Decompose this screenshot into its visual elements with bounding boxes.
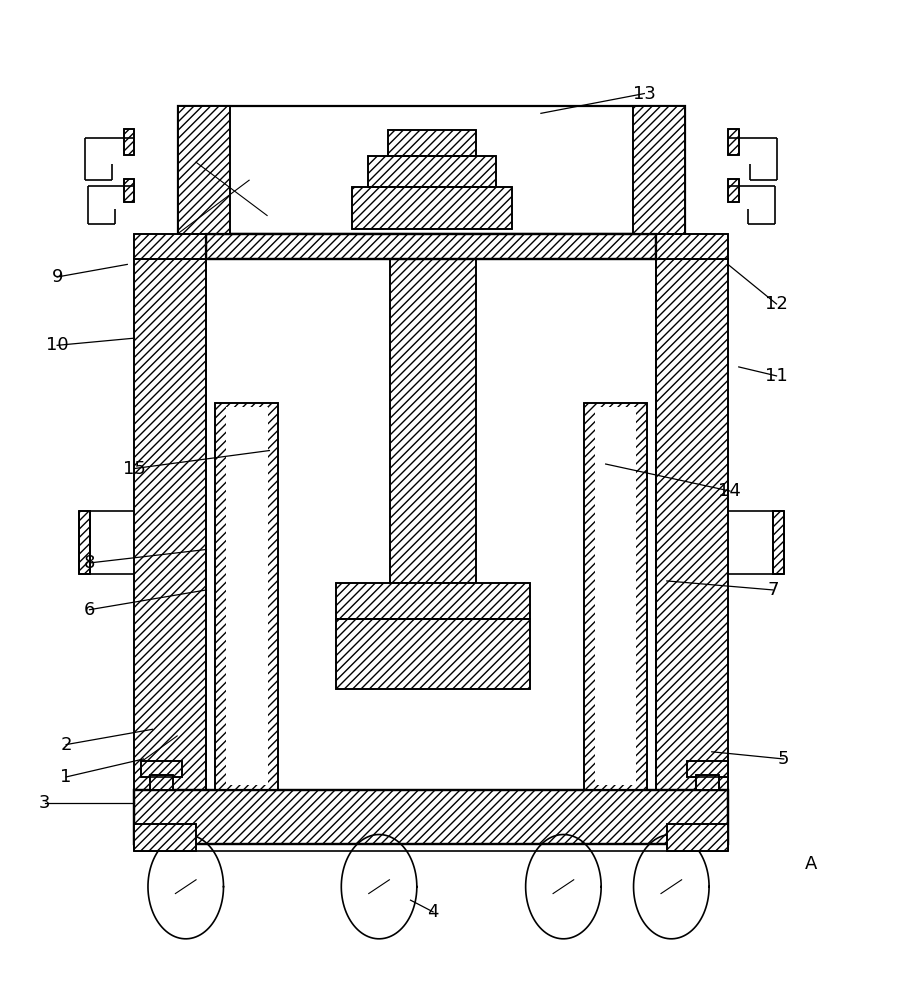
- Bar: [134, 790, 728, 844]
- Bar: [134, 790, 728, 844]
- Bar: [388, 130, 476, 156]
- Bar: [667, 824, 728, 851]
- Bar: [134, 824, 196, 851]
- Text: 5: 5: [778, 750, 789, 768]
- Bar: [216, 403, 279, 790]
- Bar: [656, 259, 728, 790]
- Text: 3: 3: [39, 794, 51, 812]
- Bar: [352, 187, 512, 229]
- Bar: [216, 403, 279, 790]
- Bar: [656, 234, 728, 259]
- Bar: [78, 511, 89, 574]
- Text: 10: 10: [46, 336, 69, 354]
- Text: 7: 7: [768, 581, 778, 599]
- Text: 6: 6: [84, 601, 96, 619]
- Bar: [336, 619, 530, 689]
- Bar: [124, 129, 134, 155]
- Bar: [728, 129, 739, 155]
- Bar: [388, 130, 476, 156]
- Bar: [226, 407, 268, 785]
- Bar: [178, 106, 685, 234]
- Bar: [150, 775, 173, 790]
- Bar: [178, 106, 230, 234]
- Bar: [656, 234, 728, 259]
- Bar: [134, 824, 196, 851]
- Text: A: A: [805, 855, 817, 873]
- Text: 15: 15: [123, 460, 146, 478]
- Bar: [141, 761, 182, 777]
- Bar: [728, 179, 739, 202]
- Text: 8: 8: [84, 554, 96, 572]
- Bar: [78, 511, 89, 574]
- Bar: [632, 106, 685, 234]
- Bar: [686, 761, 728, 777]
- Bar: [141, 761, 182, 777]
- Bar: [667, 824, 728, 851]
- Bar: [134, 259, 207, 790]
- Text: 9: 9: [51, 268, 63, 286]
- Bar: [390, 259, 476, 583]
- Text: 1: 1: [60, 768, 72, 786]
- Bar: [773, 511, 784, 574]
- Bar: [368, 156, 496, 187]
- Bar: [134, 259, 207, 790]
- Bar: [686, 761, 728, 777]
- Bar: [336, 583, 530, 619]
- Bar: [584, 403, 647, 790]
- Bar: [124, 129, 134, 155]
- Bar: [124, 179, 134, 202]
- Text: 11: 11: [765, 367, 787, 385]
- Bar: [595, 407, 636, 785]
- Bar: [695, 775, 719, 790]
- Bar: [695, 775, 719, 790]
- Text: 12: 12: [765, 295, 788, 313]
- Bar: [207, 234, 656, 259]
- Text: 4: 4: [428, 903, 438, 921]
- Bar: [134, 234, 207, 259]
- Bar: [728, 179, 739, 202]
- Bar: [124, 179, 134, 202]
- Bar: [150, 775, 173, 790]
- Bar: [584, 403, 647, 790]
- Bar: [632, 106, 685, 234]
- Text: 14: 14: [718, 482, 741, 500]
- Bar: [134, 234, 207, 259]
- Bar: [207, 234, 656, 259]
- Bar: [352, 187, 512, 229]
- Bar: [336, 619, 530, 689]
- Text: 2: 2: [60, 736, 72, 754]
- Bar: [368, 156, 496, 187]
- Bar: [336, 583, 530, 619]
- Bar: [728, 129, 739, 155]
- Bar: [656, 259, 728, 790]
- Bar: [773, 511, 784, 574]
- Bar: [178, 106, 230, 234]
- Text: 13: 13: [633, 85, 656, 103]
- Bar: [390, 259, 476, 583]
